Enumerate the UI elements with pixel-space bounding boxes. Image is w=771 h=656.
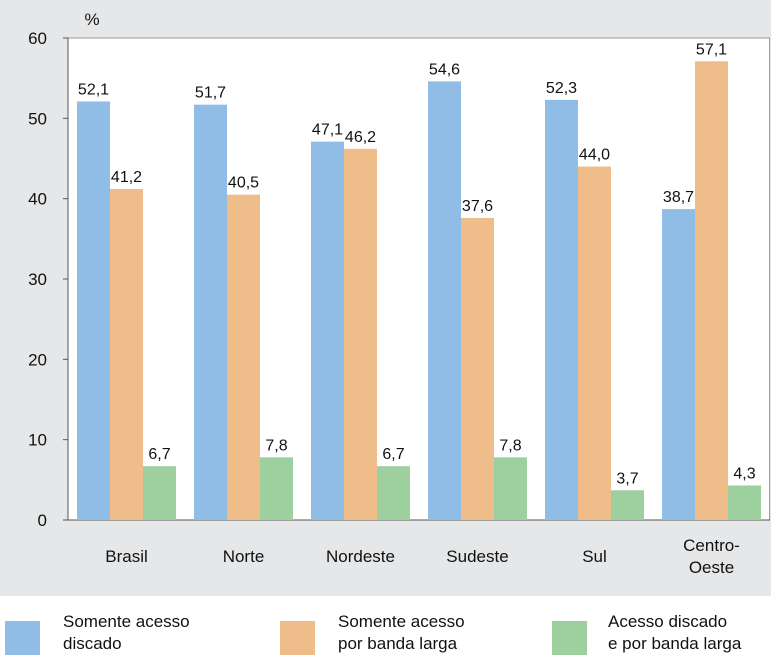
data-label: 51,7 — [195, 85, 226, 102]
x-tick-label: Sudeste — [446, 547, 508, 566]
bar — [728, 485, 761, 520]
data-label: 7,8 — [265, 437, 287, 454]
y-tick-label: 0 — [38, 511, 47, 530]
bar — [260, 457, 293, 520]
data-label: 6,7 — [148, 446, 170, 463]
x-tick-label: Sul — [582, 547, 607, 566]
data-label: 40,5 — [228, 175, 259, 192]
data-label: 54,6 — [429, 61, 460, 78]
bar-chart: 0 10 20 30 40 50 60% 52,1 41,2 6,7 Brasil 51,7 40,5 7… — [28, 10, 770, 577]
bar — [311, 141, 344, 520]
legend-label: Somente acesso discado — [63, 612, 190, 653]
data-label: 37,6 — [462, 198, 493, 215]
data-label: 4,3 — [733, 465, 755, 482]
data-label: 41,2 — [111, 169, 142, 186]
bar — [110, 189, 143, 520]
data-label: 44,0 — [579, 147, 610, 164]
data-label: 46,2 — [345, 129, 376, 146]
bar — [578, 166, 611, 521]
data-label: 47,1 — [312, 122, 343, 139]
bar — [428, 81, 461, 520]
bar — [494, 457, 527, 520]
data-label: 57,1 — [696, 41, 727, 58]
data-label: 6,7 — [382, 446, 404, 463]
y-tick-label: 30 — [28, 270, 47, 289]
y-tick-label: 50 — [28, 109, 47, 128]
bar — [77, 101, 110, 521]
legend-label: Acesso discado e por banda larga — [608, 612, 742, 653]
bar — [461, 217, 494, 521]
legend-swatch-green — [552, 621, 587, 655]
y-tick-label: 60 — [28, 29, 47, 48]
x-tick-label: Brasil — [105, 547, 148, 566]
x-tick-label: Nordeste — [326, 547, 395, 566]
bar — [344, 148, 377, 521]
legend-swatch-blue — [5, 621, 40, 655]
x-tick-label: Norte — [223, 547, 265, 566]
data-label: 7,8 — [499, 437, 521, 454]
legend-label: Somente acesso por banda larga — [338, 612, 465, 653]
legend-swatch-orange — [280, 621, 315, 655]
x-tick-label: Centro-Oeste — [683, 536, 740, 577]
bar — [377, 466, 410, 520]
y-tick-label: 10 — [28, 431, 47, 450]
chart-panel: 0 10 20 30 40 50 60% 52,1 41,2 6,7 Brasil 51,7 40,5 7… — [0, 0, 771, 596]
plot-area — [68, 38, 770, 520]
data-label: 52,3 — [546, 80, 577, 97]
bar — [545, 99, 578, 521]
bar — [143, 466, 176, 520]
bar — [227, 194, 260, 520]
data-label: 52,1 — [78, 81, 109, 98]
data-label: 3,7 — [616, 470, 638, 487]
y-tick-label: 20 — [28, 350, 47, 369]
bar — [194, 104, 227, 520]
bar — [662, 209, 695, 521]
bar — [695, 61, 728, 521]
data-label: 38,7 — [663, 189, 694, 206]
bar — [611, 490, 644, 520]
y-axis-unit-label: % — [84, 10, 99, 29]
y-tick-label: 40 — [28, 190, 47, 209]
